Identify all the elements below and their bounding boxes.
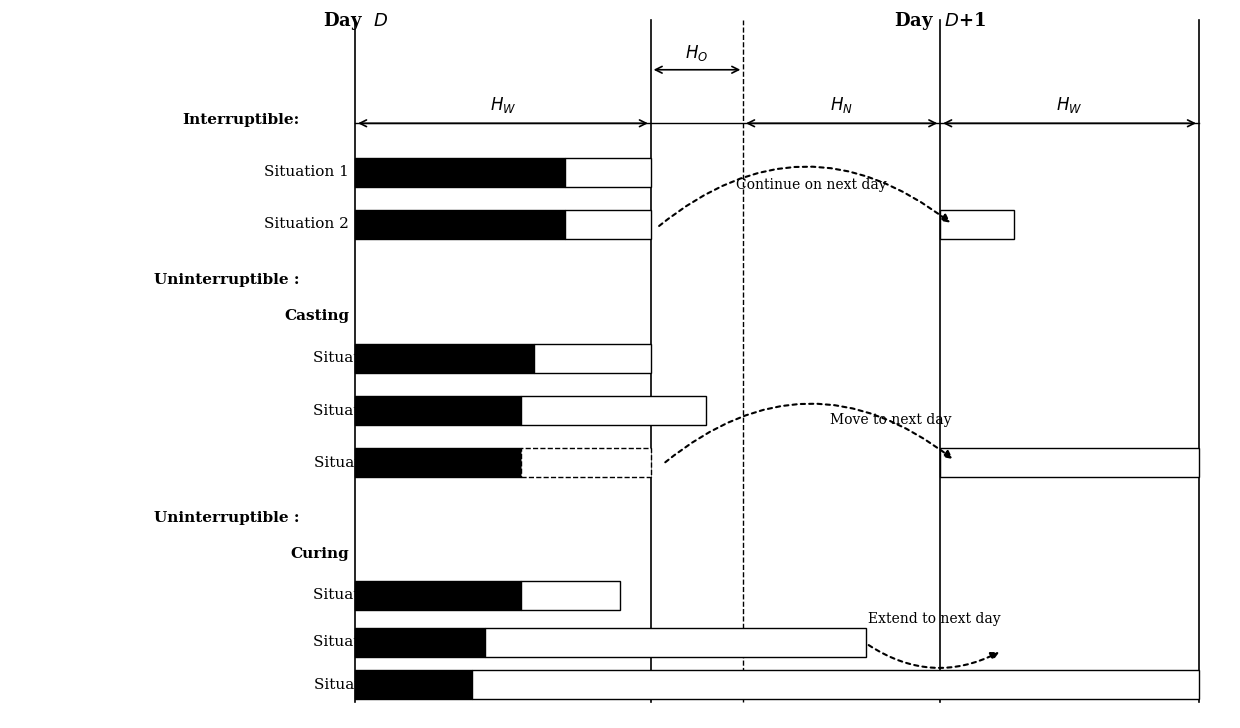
Text: $H_O$: $H_O$: [686, 42, 708, 63]
Bar: [485, 628, 867, 657]
Text: Uninterruptible :: Uninterruptible :: [154, 511, 300, 525]
Bar: [472, 670, 1199, 700]
Bar: [355, 396, 522, 425]
FancyArrowPatch shape: [869, 645, 997, 668]
Bar: [355, 210, 564, 240]
Text: Situation 1: Situation 1: [264, 165, 348, 179]
Text: $H_W$: $H_W$: [490, 95, 516, 116]
Text: $H_N$: $H_N$: [831, 95, 853, 116]
Text: Curing: Curing: [290, 547, 348, 561]
Text: Interruptible:: Interruptible:: [182, 113, 300, 127]
Text: Situation 1: Situation 1: [314, 588, 398, 602]
Bar: [355, 580, 522, 610]
Bar: [533, 344, 651, 373]
Bar: [564, 210, 651, 240]
Text: Situation 2: Situation 2: [314, 403, 398, 417]
Bar: [355, 628, 485, 657]
Text: Situation 3: Situation 3: [314, 678, 398, 692]
Text: Day  $D$+1: Day $D$+1: [894, 10, 986, 32]
Text: Extend to next day: Extend to next day: [868, 612, 1001, 626]
Text: Casting: Casting: [284, 309, 348, 323]
Bar: [940, 210, 1014, 240]
Bar: [355, 448, 522, 478]
Text: Situation 2: Situation 2: [314, 636, 398, 649]
Bar: [355, 670, 472, 700]
Text: Day  $D$: Day $D$: [322, 10, 388, 32]
Bar: [355, 157, 564, 187]
Bar: [355, 344, 533, 373]
Text: Situation 3: Situation 3: [314, 456, 398, 470]
Text: Uninterruptible :: Uninterruptible :: [154, 273, 300, 287]
Bar: [522, 448, 651, 478]
Text: $H_W$: $H_W$: [1056, 95, 1083, 116]
Bar: [522, 580, 620, 610]
FancyArrowPatch shape: [660, 167, 949, 226]
Bar: [564, 157, 651, 187]
Bar: [522, 396, 707, 425]
FancyArrowPatch shape: [666, 403, 951, 462]
Text: Continue on next day: Continue on next day: [735, 178, 887, 192]
Text: Situation 2: Situation 2: [264, 218, 348, 232]
Text: Situation 1: Situation 1: [314, 352, 398, 365]
Bar: [940, 448, 1199, 478]
Text: Move to next day: Move to next day: [831, 414, 952, 427]
